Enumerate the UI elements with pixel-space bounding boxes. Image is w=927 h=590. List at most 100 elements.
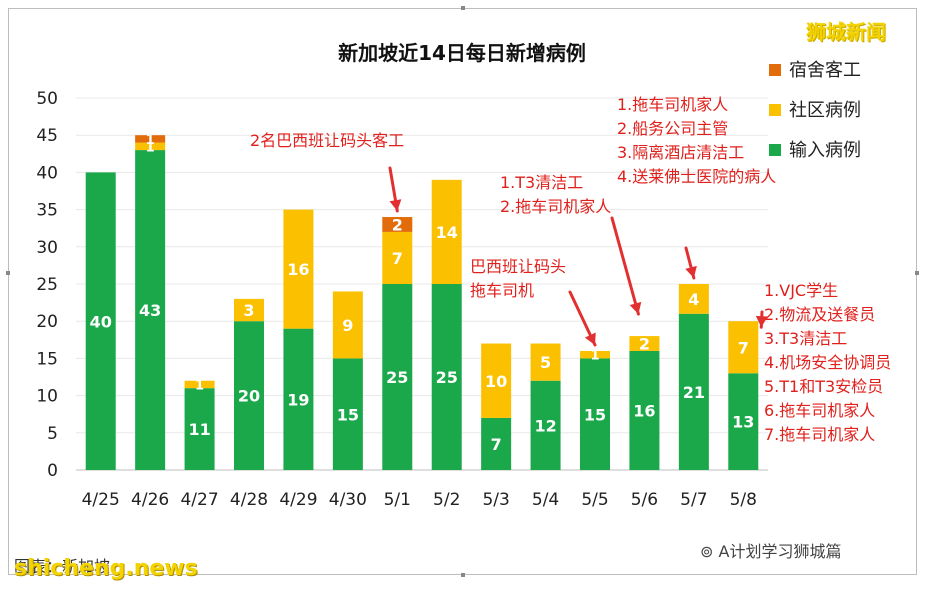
annotation-text: 2.拖车司机家人 xyxy=(500,197,611,216)
x-tick-label: 4/29 xyxy=(279,490,317,510)
data-label: 12 xyxy=(534,416,556,435)
annotation-text: 2名巴西班让码头客工 xyxy=(250,131,404,150)
data-label: 3 xyxy=(243,301,254,320)
data-label: 1 xyxy=(146,140,155,155)
legend-swatch xyxy=(769,144,781,156)
data-label: 14 xyxy=(436,223,458,242)
data-label: 7 xyxy=(491,435,502,454)
bar-imported xyxy=(234,321,264,470)
annotation-text: 3.隔离酒店清洁工 xyxy=(617,143,744,162)
annotation-text: 拖车司机 xyxy=(470,281,534,300)
bar-imported xyxy=(283,328,314,470)
data-label: 20 xyxy=(238,387,260,406)
data-label: 16 xyxy=(633,402,655,421)
data-label: 25 xyxy=(386,368,408,387)
annotation-text: 4.机场安全协调员 xyxy=(764,353,891,372)
data-label: 10 xyxy=(485,372,507,391)
bar-community xyxy=(580,350,610,359)
bar-community xyxy=(629,336,660,351)
bar-community xyxy=(234,298,264,322)
resize-handle-right[interactable] xyxy=(915,271,919,275)
annotation-text: 6.拖车司机家人 xyxy=(764,401,875,420)
y-tick-label: 40 xyxy=(36,163,58,183)
bar-imported xyxy=(135,150,166,470)
footnote-left: 图表：新加坡 xyxy=(14,557,111,576)
x-tick-label: 4/25 xyxy=(82,490,120,510)
bar-imported xyxy=(332,358,363,470)
data-label: 7 xyxy=(392,249,403,268)
data-label: 1 xyxy=(146,133,155,148)
annotation-text: 2.船务公司主管 xyxy=(617,119,728,138)
annotation-text: 4.送莱佛士医院的病人 xyxy=(617,167,776,186)
annotation-text: 巴西班让码头 xyxy=(470,257,566,276)
y-tick-label: 50 xyxy=(36,89,58,109)
bar-community xyxy=(728,321,759,374)
data-label: 2 xyxy=(639,335,650,354)
bar-imported xyxy=(728,373,759,470)
data-label: 2 xyxy=(392,216,403,235)
y-tick-label: 20 xyxy=(36,312,58,332)
bar-imported xyxy=(629,350,660,470)
y-tick-label: 30 xyxy=(36,238,58,258)
y-tick-label: 0 xyxy=(47,461,58,481)
annotation-arrowhead xyxy=(389,199,402,212)
data-label: 5 xyxy=(540,353,551,372)
x-tick-label: 5/3 xyxy=(482,490,509,510)
bar-imported xyxy=(580,358,610,470)
bar-imported xyxy=(85,172,116,470)
x-tick-label: 4/27 xyxy=(180,490,218,510)
annotation-arrowhead xyxy=(584,332,596,345)
bar-imported xyxy=(431,284,462,470)
bar-imported xyxy=(678,313,709,470)
annotation-text: 2.物流及送餐员 xyxy=(764,305,875,324)
x-tick-label: 4/30 xyxy=(329,490,367,510)
watermark-bottom-right-text: A计划学习狮城篇 xyxy=(718,542,842,561)
legend-label: 输入病例 xyxy=(789,140,861,161)
bar-community xyxy=(481,343,512,418)
resize-handle-bottom[interactable] xyxy=(461,573,465,577)
legend-label: 宿舍客工 xyxy=(789,60,861,81)
legend-swatch xyxy=(769,64,781,76)
annotation-text: 7.拖车司机家人 xyxy=(764,425,875,444)
x-tick-label: 5/1 xyxy=(384,490,411,510)
x-tick-label: 4/26 xyxy=(131,490,169,510)
bar-dormitory xyxy=(135,135,166,143)
data-label: 11 xyxy=(188,420,210,439)
x-tick-label: 5/7 xyxy=(680,490,707,510)
annotation-arrowhead xyxy=(685,265,697,278)
annotation-text: 1.拖车司机家人 xyxy=(617,95,728,114)
y-tick-label: 45 xyxy=(36,126,58,146)
bar-imported xyxy=(530,380,561,470)
data-label: 43 xyxy=(139,301,161,320)
annotation-arrowhead xyxy=(755,315,768,328)
y-tick-label: 15 xyxy=(36,349,58,369)
annotation-text: 1.T3清洁工 xyxy=(500,173,583,192)
x-tick-label: 5/8 xyxy=(730,490,757,510)
x-tick-label: 5/4 xyxy=(532,490,559,510)
watermark-bottom-left: shicheng.news xyxy=(14,556,198,581)
data-label: 1 xyxy=(590,349,599,364)
y-tick-label: 25 xyxy=(36,275,58,295)
x-tick-label: 5/2 xyxy=(433,490,460,510)
y-tick-label: 5 xyxy=(47,424,58,444)
bar-community xyxy=(382,231,413,284)
x-tick-label: 5/5 xyxy=(581,490,608,510)
data-label: 4 xyxy=(688,290,699,309)
resize-handle-top[interactable] xyxy=(461,6,465,10)
data-label: 25 xyxy=(436,368,458,387)
data-label: 15 xyxy=(584,405,606,424)
annotation-text: 3.T3清洁工 xyxy=(764,329,847,348)
bar-imported xyxy=(481,417,512,470)
data-label: 21 xyxy=(683,383,705,402)
bar-community xyxy=(332,291,363,359)
annotation-text: 1.VJC学生 xyxy=(764,281,838,300)
data-label: 1 xyxy=(195,378,204,393)
y-tick-label: 35 xyxy=(36,201,58,221)
chart-title: 新加坡近14日每日新增病例 xyxy=(338,41,586,65)
data-label: 15 xyxy=(337,405,359,424)
resize-handle-left[interactable] xyxy=(6,271,10,275)
bar-imported xyxy=(184,388,215,470)
data-label: 19 xyxy=(287,390,309,409)
legend-swatch xyxy=(769,104,781,116)
bar-imported xyxy=(382,284,413,470)
